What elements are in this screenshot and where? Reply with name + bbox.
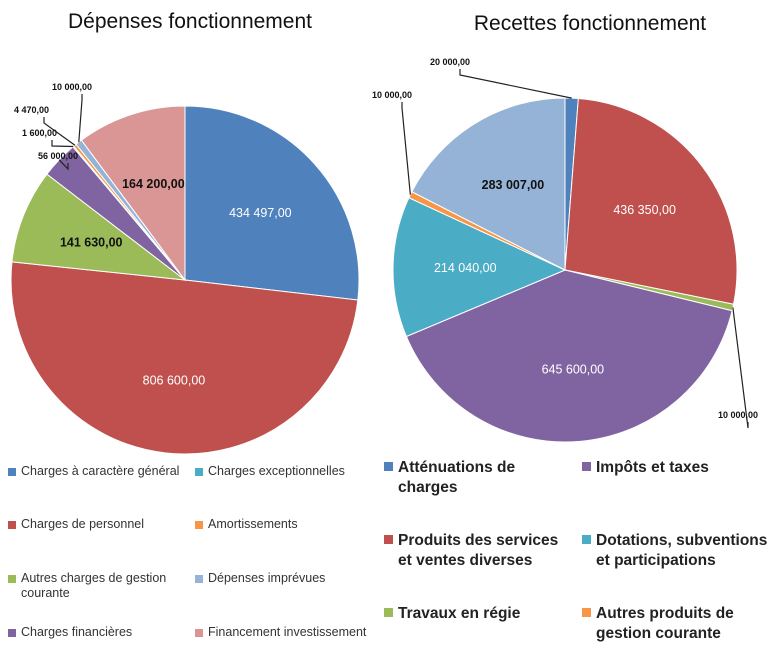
- legend-item: Charges exceptionnelles: [195, 464, 370, 479]
- data-label: 1 600,00: [22, 128, 57, 138]
- legend-swatch: [384, 608, 393, 617]
- legend-swatch: [195, 575, 203, 583]
- data-label: 214 040,00: [434, 261, 497, 275]
- legend-label: Dotations, subventions et participations: [596, 532, 768, 569]
- legend-item: Financement investissement: [195, 625, 370, 640]
- legend-label: Charges exceptionnelles: [208, 464, 345, 478]
- legend-item: Produits des services et ventes diverses: [384, 531, 574, 571]
- legend-label: Charges financières: [21, 625, 133, 639]
- legend-swatch: [582, 535, 591, 544]
- legend-swatch: [195, 629, 203, 637]
- legend-item: Charges financières: [8, 625, 183, 640]
- legend-item: Travaux en régie: [384, 604, 574, 624]
- legend-swatch: [195, 521, 203, 529]
- leader-line: [459, 69, 572, 99]
- legend-label: Atténuations de charges: [398, 459, 516, 496]
- data-label: 436 350,00: [613, 203, 676, 217]
- pie-slice: [411, 97, 566, 271]
- legend-swatch: [8, 629, 16, 637]
- legend-swatch: [582, 462, 591, 471]
- data-label: 10 000,00: [52, 82, 92, 92]
- pie-slice: [564, 97, 738, 305]
- data-label: 164 200,00: [122, 177, 185, 191]
- legend-label: Charges à caractère général: [21, 464, 180, 478]
- legend-label: Financement investissement: [208, 625, 367, 639]
- legend-label: Travaux en régie: [398, 605, 521, 622]
- legend-label: Autres charges de gestion courante: [21, 571, 167, 600]
- pie-slice: [392, 197, 567, 338]
- legend-label: Impôts et taxes: [596, 459, 709, 476]
- data-label: 20 000,00: [430, 57, 470, 67]
- data-label: 56 000,00: [38, 151, 78, 161]
- legend-swatch: [8, 521, 16, 529]
- legend-item: Autres charges de gestion courante: [8, 571, 183, 601]
- legend-swatch: [8, 468, 16, 476]
- data-label: 434 497,00: [229, 206, 292, 220]
- legend-swatch: [384, 535, 393, 544]
- legend-label: Produits des services et ventes diverses: [398, 532, 559, 569]
- legend-swatch: [8, 575, 16, 583]
- legend-item: Dotations, subventions et participations: [582, 531, 772, 571]
- leader-line: [51, 140, 74, 148]
- chart-title: Dépenses fonctionnement: [68, 10, 312, 33]
- legend-label: Charges de personnel: [21, 517, 144, 531]
- legend-swatch: [195, 468, 203, 476]
- data-label: 10 000,00: [718, 410, 758, 420]
- pie-slice: [184, 105, 360, 301]
- data-label: 645 600,00: [542, 362, 605, 376]
- pie-slice: [10, 261, 359, 455]
- legend-item: Autres produits de gestion courante: [582, 604, 772, 644]
- leader-line: [58, 159, 69, 171]
- data-label: 10 000,00: [372, 90, 412, 100]
- data-label: 806 600,00: [143, 373, 206, 387]
- legend-item: Dépenses imprévues: [195, 571, 370, 586]
- legend-item: Charges à caractère général: [8, 464, 183, 479]
- leader-line: [78, 94, 83, 143]
- legend-swatch: [582, 608, 591, 617]
- legend-item: Impôts et taxes: [582, 458, 772, 478]
- legend-item: Charges de personnel: [8, 517, 183, 532]
- chart-title: Recettes fonctionnement: [473, 12, 707, 35]
- data-label: 4 470,00: [14, 105, 49, 115]
- pie-slice: [11, 173, 187, 281]
- leader-line: [732, 307, 749, 429]
- legend-label: Dépenses imprévues: [208, 571, 326, 585]
- data-label: 283 007,00: [482, 178, 545, 192]
- legend-item: Atténuations de charges: [384, 458, 574, 498]
- leader-line: [43, 117, 76, 146]
- data-label: 141 630,00: [60, 236, 123, 250]
- legend-swatch: [384, 462, 393, 471]
- leader-line: [401, 102, 411, 195]
- legend-item: Amortissements: [195, 517, 370, 532]
- legend-label: Autres produits de gestion courante: [596, 605, 734, 642]
- pie-slice: [80, 105, 186, 282]
- pie-slice: [405, 269, 733, 443]
- legend-label: Amortissements: [208, 517, 298, 531]
